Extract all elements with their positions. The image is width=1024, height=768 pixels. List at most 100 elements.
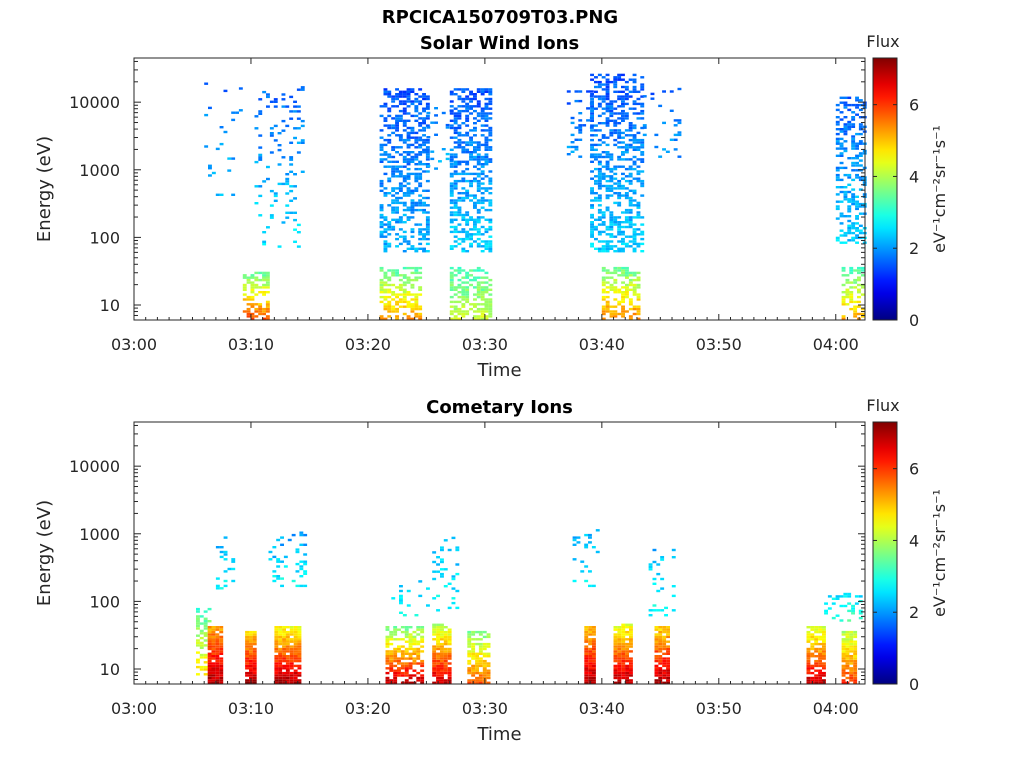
- heatmap-cell: [662, 638, 667, 641]
- heatmap-cell: [574, 99, 579, 103]
- heatmap-cell: [219, 676, 224, 680]
- heatmap-cell: [597, 196, 602, 200]
- heatmap-cell: [379, 235, 384, 238]
- heatmap-cell: [420, 635, 425, 639]
- heatmap-cell: [625, 657, 629, 660]
- heatmap-cell: [640, 117, 645, 120]
- heatmap-cell: [252, 671, 257, 675]
- heatmap-cell: [636, 102, 641, 106]
- heatmap-cell: [199, 656, 204, 659]
- heatmap-cell: [478, 652, 483, 655]
- heatmap-cell: [629, 662, 633, 665]
- heatmap-cell: [418, 580, 423, 583]
- heatmap-cell: [199, 644, 204, 647]
- heatmap-cell: [613, 165, 618, 168]
- heatmap-cell: [843, 595, 848, 598]
- heatmap-cell: [289, 679, 294, 682]
- heatmap-cell: [199, 641, 204, 645]
- heatmap-cell: [806, 681, 811, 684]
- heatmap-cell: [418, 286, 423, 289]
- heatmap-cell: [621, 158, 625, 161]
- heatmap-cell: [482, 630, 487, 634]
- heatmap-cell: [480, 170, 485, 173]
- heatmap-cell: [625, 659, 629, 663]
- heatmap-cell: [418, 228, 423, 231]
- heatmap-cell: [806, 633, 811, 636]
- heatmap-cell: [621, 640, 626, 643]
- heatmap-cell: [484, 163, 489, 166]
- heatmap-cell: [455, 606, 460, 610]
- heatmap-cell: [584, 681, 589, 684]
- heatmap-cell: [818, 652, 822, 655]
- heatmap-cell: [597, 114, 602, 118]
- heatmap-cell: [379, 213, 384, 217]
- heatmap-cell: [404, 628, 409, 631]
- heatmap-cell: [410, 245, 415, 248]
- heatmap-cell: [853, 630, 858, 634]
- heatmap-cell: [383, 230, 388, 234]
- heatmap-cell: [268, 550, 273, 554]
- heatmap-cell: [432, 674, 437, 677]
- heatmap-cell: [806, 667, 811, 670]
- heatmap-cell: [613, 664, 618, 668]
- heatmap-cell: [594, 247, 598, 250]
- heatmap-cell: [597, 163, 602, 166]
- heatmap-cell: [475, 667, 479, 670]
- heatmap-cell: [584, 650, 589, 653]
- heatmap-cell: [393, 630, 398, 634]
- heatmap-cell: [609, 221, 614, 224]
- heatmap-cell: [418, 288, 423, 291]
- heatmap-cell: [457, 172, 462, 176]
- heatmap-cell: [265, 276, 270, 279]
- heatmap-cell: [621, 136, 625, 139]
- heatmap-cell: [379, 278, 384, 282]
- heatmap-cell: [455, 589, 460, 593]
- heatmap-cell: [590, 225, 594, 229]
- heatmap-cell: [457, 146, 462, 149]
- heatmap-cell: [473, 122, 477, 125]
- heatmap-cell: [457, 211, 462, 214]
- heatmap-cell: [219, 645, 224, 648]
- heatmap-cell: [402, 122, 407, 125]
- heatmap-cell: [851, 231, 856, 235]
- heatmap-cell: [269, 132, 274, 135]
- heatmap-cell: [590, 100, 594, 103]
- heatmap-cell: [845, 281, 850, 284]
- heatmap-cell: [465, 88, 470, 91]
- heatmap-cell: [594, 85, 598, 89]
- heatmap-cell: [601, 134, 606, 137]
- heatmap-cell: [432, 667, 437, 670]
- heatmap-cell: [215, 633, 220, 636]
- heatmap-cell: [617, 225, 622, 229]
- heatmap-cell: [841, 283, 846, 287]
- heatmap-cell: [822, 655, 826, 658]
- heatmap-cell: [457, 97, 462, 101]
- heatmap-cell: [845, 671, 850, 675]
- heatmap-cell: [440, 642, 444, 646]
- heatmap-cell: [215, 546, 220, 549]
- heatmap-cell: [843, 106, 848, 109]
- heatmap-cell: [605, 95, 610, 98]
- heatmap-cell: [453, 129, 458, 132]
- heatmap-cell: [628, 204, 633, 207]
- heatmap-cell: [453, 172, 458, 176]
- heatmap-cell: [404, 633, 409, 636]
- heatmap-cell: [613, 112, 618, 115]
- heatmap-cell: [404, 681, 409, 684]
- heatmap-cell: [436, 563, 440, 566]
- heatmap-cell: [425, 124, 430, 127]
- heatmap-cell: [628, 245, 633, 248]
- heatmap-cell: [395, 307, 399, 311]
- heatmap-cell: [242, 288, 247, 291]
- heatmap-cell: [621, 112, 625, 115]
- heatmap-cell: [849, 650, 854, 653]
- heatmap-cell: [379, 153, 384, 156]
- heatmap-cell: [580, 570, 585, 573]
- heatmap-cell: [249, 630, 253, 634]
- heatmap-cell: [252, 650, 257, 653]
- heatmap-cell: [379, 208, 384, 212]
- heatmap-cell: [398, 274, 403, 277]
- heatmap-cell: [406, 300, 411, 304]
- heatmap-cell: [857, 288, 861, 291]
- heatmap-cell: [278, 674, 283, 677]
